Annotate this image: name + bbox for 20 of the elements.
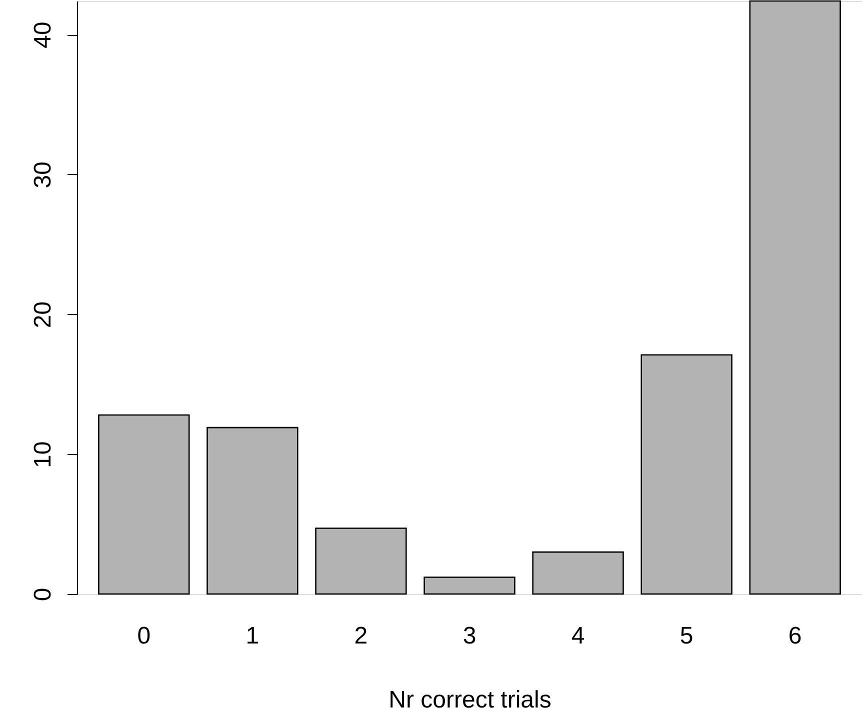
x-tick-label: 6 bbox=[788, 622, 802, 650]
bar bbox=[315, 528, 407, 595]
bar bbox=[424, 576, 516, 595]
x-tick-label: 1 bbox=[246, 622, 260, 650]
x-tick-label: 0 bbox=[137, 622, 151, 650]
x-tick-label: 4 bbox=[571, 622, 585, 650]
bar bbox=[640, 354, 732, 595]
x-axis-title: Nr correct trials bbox=[388, 686, 552, 714]
bar bbox=[532, 551, 624, 595]
bar bbox=[749, 0, 841, 595]
bar bbox=[98, 414, 190, 595]
y-tick-label: 10 bbox=[30, 441, 56, 468]
y-tick-label: 0 bbox=[30, 588, 56, 602]
bar bbox=[206, 426, 298, 595]
x-tick-label: 5 bbox=[680, 622, 694, 650]
y-tick-label: 30 bbox=[30, 162, 56, 188]
y-tick-label: 20 bbox=[30, 301, 56, 328]
x-tick-label: 3 bbox=[462, 622, 476, 650]
x-tick-label: 2 bbox=[354, 622, 368, 650]
y-tick-label: 40 bbox=[30, 22, 56, 48]
